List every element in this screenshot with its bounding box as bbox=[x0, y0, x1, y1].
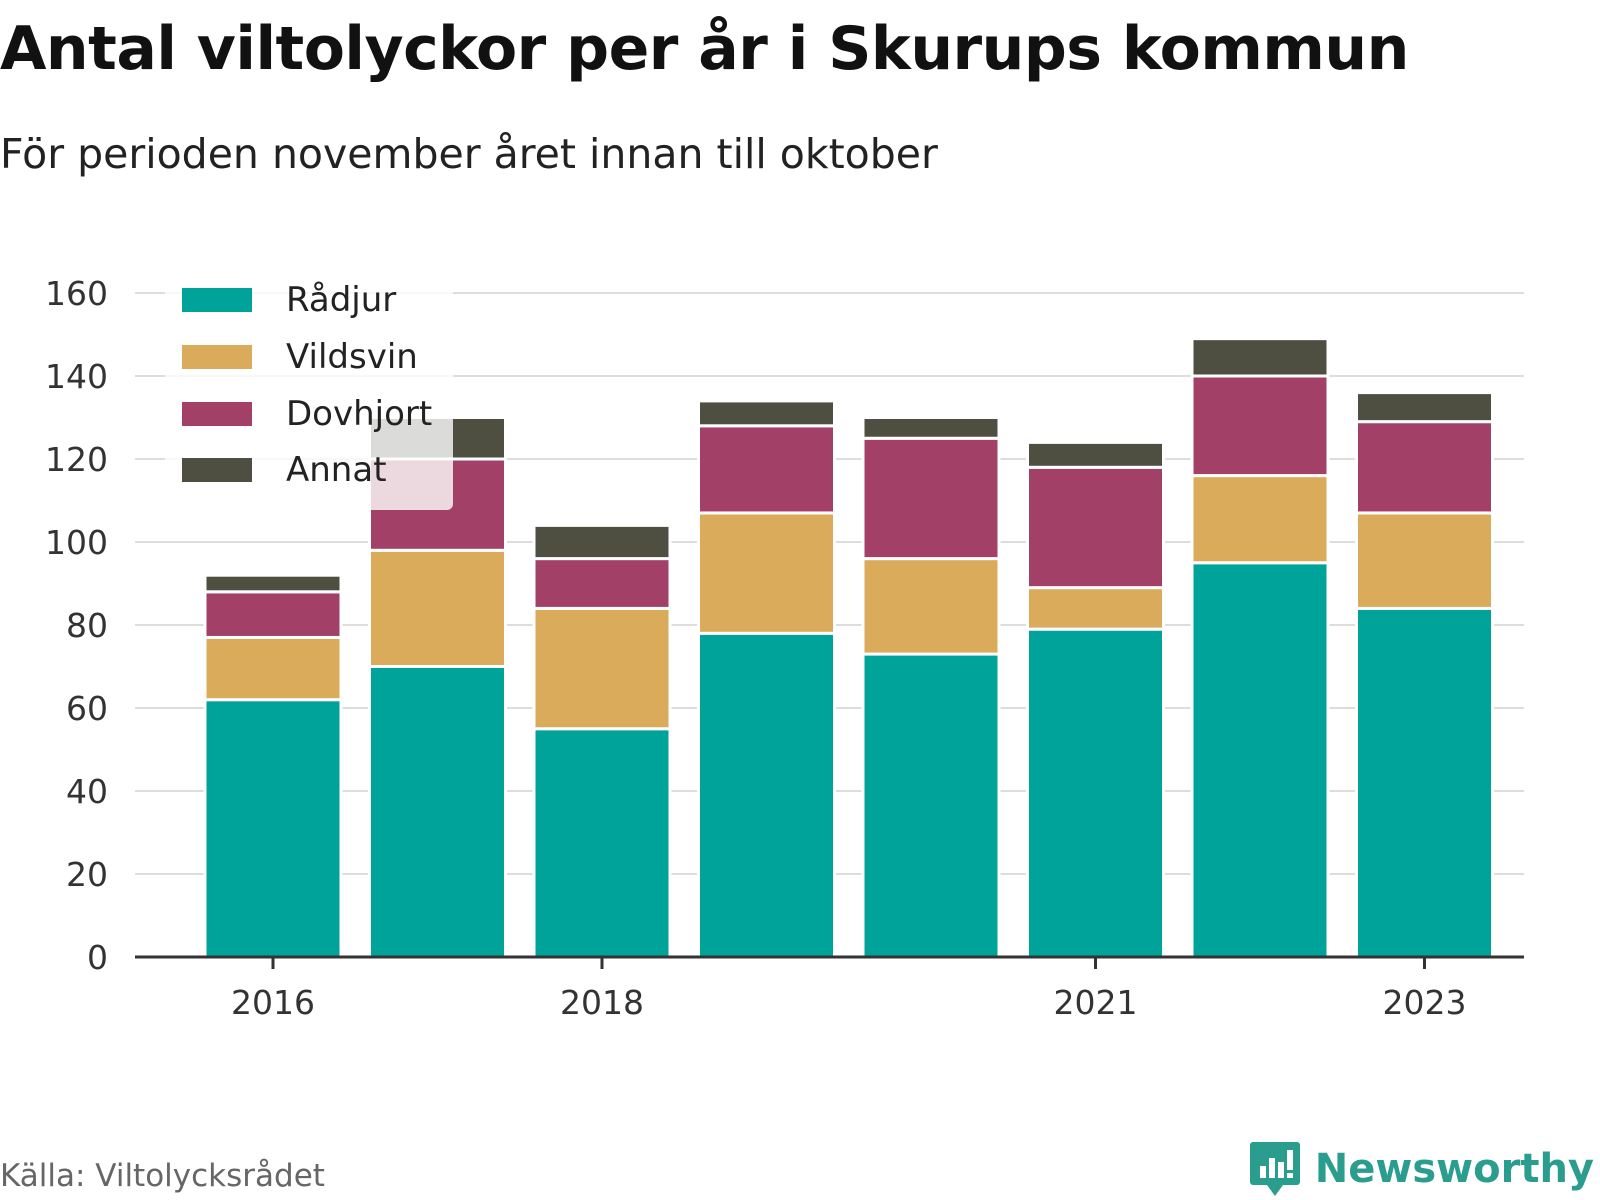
legend-item: Dovhjort bbox=[182, 394, 432, 434]
bar-segment bbox=[1355, 511, 1494, 610]
bar-segment bbox=[203, 698, 343, 959]
y-tick-label: 160 bbox=[45, 274, 108, 313]
bar-segment bbox=[203, 635, 343, 702]
y-tick-label: 80 bbox=[66, 606, 108, 645]
bar-segment bbox=[861, 436, 1001, 561]
bar-segment bbox=[1026, 627, 1165, 959]
brand: Newsworthy bbox=[1249, 1140, 1594, 1198]
bar-segment bbox=[532, 606, 672, 731]
legend-item: Vildsvin bbox=[182, 337, 418, 377]
legend-label: Dovhjort bbox=[286, 394, 433, 434]
bar-segment bbox=[1355, 420, 1494, 515]
x-tick-label: 2016 bbox=[231, 983, 315, 1022]
bar-segment bbox=[861, 652, 1001, 959]
legend-swatch bbox=[182, 458, 252, 482]
legend-item: Rådjur bbox=[182, 280, 396, 320]
source-note: Källa: Viltolycksrådet bbox=[0, 1158, 325, 1194]
legend-swatch bbox=[182, 402, 252, 426]
bar-segment bbox=[1190, 474, 1330, 565]
bar-segment bbox=[861, 416, 1001, 440]
bar-segment bbox=[697, 511, 836, 635]
legend-swatch bbox=[182, 345, 252, 369]
y-tick-label: 100 bbox=[45, 523, 108, 562]
legend-swatch bbox=[182, 288, 252, 312]
x-tick-label: 2018 bbox=[560, 983, 644, 1022]
legend-label: Annat bbox=[286, 450, 387, 490]
bar-segment bbox=[532, 523, 672, 561]
x-tick-label: 2021 bbox=[1054, 983, 1138, 1022]
bar-segment bbox=[1190, 374, 1330, 478]
x-tick-label: 2023 bbox=[1383, 983, 1467, 1022]
bar-segment bbox=[532, 557, 672, 610]
y-tick-label: 140 bbox=[45, 357, 108, 396]
bar-segment bbox=[1190, 337, 1330, 378]
bar-segment bbox=[697, 399, 836, 428]
bar-segment bbox=[697, 631, 836, 959]
bar-segment bbox=[1355, 391, 1494, 424]
y-tick-label: 0 bbox=[87, 938, 108, 977]
y-tick-label: 60 bbox=[66, 689, 108, 728]
bar-segment bbox=[697, 424, 836, 515]
y-tick-label: 20 bbox=[66, 855, 108, 894]
legend-item: Annat bbox=[182, 450, 387, 490]
chart-subtitle: För perioden november året innan till ok… bbox=[0, 130, 938, 178]
bar-segment bbox=[1026, 586, 1165, 631]
bar-segment bbox=[532, 727, 672, 959]
bar-segment bbox=[203, 590, 343, 639]
bar-segment bbox=[203, 573, 343, 594]
newsworthy-logo-icon bbox=[1249, 1142, 1300, 1196]
bar-segment bbox=[368, 548, 507, 668]
legend: Rådjur Vildsvin Dovhjort Annat bbox=[165, 272, 453, 510]
brand-name: Newsworthy bbox=[1314, 1146, 1594, 1192]
legend-label: Rådjur bbox=[286, 280, 397, 320]
y-tick-label: 120 bbox=[45, 440, 108, 479]
bar-segment bbox=[368, 665, 507, 959]
chart-title: Antal viltolyckor per år i Skurups kommu… bbox=[0, 14, 1409, 84]
legend-label: Vildsvin bbox=[286, 337, 418, 377]
bar-segment bbox=[1026, 465, 1165, 590]
bar-segment bbox=[861, 557, 1001, 656]
bar-segment bbox=[1190, 561, 1330, 959]
x-axis: 2016 2018 2021 2023 bbox=[135, 955, 1524, 1022]
bar-segment bbox=[1355, 606, 1494, 959]
bar-segment bbox=[1026, 440, 1165, 469]
y-tick-label: 40 bbox=[66, 772, 108, 811]
y-axis: 0 20 40 60 80 100 120 140 160 bbox=[45, 274, 108, 977]
